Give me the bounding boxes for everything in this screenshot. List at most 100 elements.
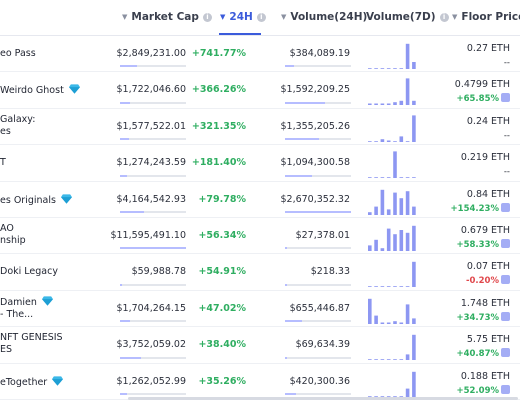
volume-share-fill — [285, 283, 287, 286]
floor-price-value: 0.84 ETH — [466, 188, 510, 200]
volume-7d-sparkbars — [368, 225, 416, 251]
trend-chart-icon[interactable] — [501, 275, 510, 285]
volume-share-fill — [285, 356, 287, 359]
trend-chart-icon[interactable] — [501, 311, 510, 321]
volume-7d-bar — [386, 208, 391, 215]
market-cap-value: $1,722,046.60 — [116, 84, 186, 96]
market-cap-share-bar — [120, 210, 186, 213]
floor-price-change: -- — [467, 129, 510, 143]
floor-price-change-text: +34.73% — [456, 312, 499, 323]
floor-price-cell: 5.75 ETH +40.87% — [456, 333, 510, 361]
collection-name[interactable]: es Originals — [0, 193, 72, 207]
market-cap-share-bar — [120, 356, 186, 359]
trend-chart-icon[interactable] — [501, 238, 510, 248]
volume-share-bar — [285, 356, 351, 359]
trend-chart-icon[interactable] — [501, 384, 510, 394]
volume-7d-bar — [386, 359, 391, 361]
volume-share-fill — [285, 247, 287, 250]
volume-24h-value: $218.33 — [310, 266, 350, 278]
volume-share-bar — [285, 247, 351, 250]
table-row[interactable]: Galaxy: es $1,577,522.01 +321.35% $1,355,205… — [0, 109, 520, 146]
table-row[interactable]: eo Pass $2,849,231.00 +741.77% $384,089.19 0… — [0, 36, 520, 73]
trend-chart-icon[interactable] — [501, 348, 510, 358]
sort-floor-price[interactable]: ▼ Floor Price — [452, 11, 520, 23]
collection-name[interactable]: T — [0, 157, 6, 169]
change-24h-value: +79.78% — [198, 193, 246, 205]
market-cap-share-fill — [120, 356, 142, 359]
collection-name[interactable]: AO nship — [0, 223, 26, 247]
sort-volume-24h[interactable]: ▼ Volume(24H) — [281, 11, 367, 23]
collections-table: eo Pass $2,849,231.00 +741.77% $384,089.19 0… — [0, 36, 520, 400]
floor-price-cell: 0.219 ETH -- — [461, 151, 510, 179]
change-24h-value: +321.35% — [191, 120, 246, 132]
table-row[interactable]: Weirdo Ghost $1,722,046.60 +366.26% $1,592,… — [0, 72, 520, 109]
table-row[interactable]: Damien - The... $1,704,264.15 +47.02% $655,4… — [0, 291, 520, 328]
market-cap-value: $4,164,542.93 — [116, 193, 186, 205]
volume-share-bar — [285, 392, 351, 395]
volume-share-fill — [285, 210, 351, 213]
volume-7d-bar — [374, 103, 378, 106]
volume-7d-bar — [380, 322, 385, 324]
volume-7d-bar — [399, 322, 404, 324]
collection-name-line: nship — [0, 234, 26, 246]
volume-7d-bar — [386, 140, 391, 142]
floor-price-value: 0.27 ETH — [466, 43, 510, 54]
info-icon[interactable]: i — [256, 12, 266, 22]
volume-7d-bar — [380, 286, 385, 288]
market-cap-share-fill — [120, 210, 144, 213]
collection-name[interactable]: eo Pass — [0, 48, 36, 60]
market-cap-share-fill — [120, 138, 130, 141]
sort-market-cap[interactable]: ▼ Market Cap i — [122, 11, 212, 23]
volume-7d-bar — [368, 140, 372, 142]
table-row[interactable]: es Originals $4,164,542.93 +79.78% $2,670,3… — [0, 182, 520, 218]
table-row[interactable]: NFT GENESIS ES $3,752,059.02 +38.40% $69,634… — [0, 327, 520, 364]
volume-7d-bar — [412, 318, 416, 324]
volume-share-fill — [285, 392, 296, 395]
collection-name[interactable]: NFT GENESIS ES — [0, 332, 63, 356]
volume-7d-bar — [380, 177, 385, 179]
collection-name-line: Damien — [0, 296, 53, 309]
collection-name[interactable]: Doki Legacy — [0, 266, 58, 278]
volume-7d-sparkbars — [368, 189, 416, 215]
table-row[interactable]: AO nship $11,595,491.10 +56.34% $27,378.01 0.… — [0, 218, 520, 255]
volume-share-fill — [285, 174, 313, 177]
volume-7d-bar — [374, 239, 378, 251]
volume-7d-sparkbars — [368, 78, 416, 106]
collection-name-line: Weirdo Ghost — [0, 84, 80, 97]
sort-volume-7d[interactable]: Volume(7D) i — [366, 11, 449, 23]
collection-name[interactable]: Galaxy: es — [0, 114, 35, 138]
change-24h-value: +56.34% — [198, 229, 246, 241]
market-cap-share-bar — [120, 174, 186, 177]
floor-price-cell: 1.748 ETH +34.73% — [456, 297, 510, 325]
volume-share-bar — [285, 210, 351, 213]
verified-diamond-icon — [52, 375, 64, 386]
volume-24h-value: $2,670,352.32 — [280, 193, 350, 205]
info-icon[interactable]: i — [202, 12, 212, 22]
volume-24h-value: $1,094,300.58 — [280, 157, 350, 169]
change-24h-value: +35.26% — [198, 375, 246, 387]
table-row[interactable]: Doki Legacy $59,988.78 +54.91% $218.33 0.07 … — [0, 254, 520, 291]
collection-name-line: NFT GENESIS — [0, 332, 63, 344]
market-cap-share-fill — [120, 283, 122, 286]
collection-name[interactable]: Damien - The... — [0, 296, 53, 321]
floor-price-change: +52.09% — [456, 384, 510, 398]
collection-name-line: es Originals — [0, 193, 72, 207]
volume-7d-bar — [412, 206, 416, 215]
collection-name[interactable]: eTogether — [0, 375, 64, 389]
table-row[interactable]: T $1,274,243.59 +181.40% $1,094,300.58 0.219… — [0, 145, 520, 182]
market-cap-share-fill — [120, 174, 128, 177]
horizontal-scrollbar[interactable] — [128, 397, 518, 400]
collection-name[interactable]: Weirdo Ghost — [0, 84, 80, 97]
table-row[interactable]: eTogether $1,262,052.99 +35.26% $420,300.36… — [0, 364, 520, 400]
volume-share-bar — [285, 283, 351, 286]
market-cap-share-bar — [120, 247, 186, 250]
sort-24h[interactable]: ▼ 24H i — [220, 11, 266, 23]
info-icon[interactable]: i — [439, 12, 449, 22]
market-cap-share-bar — [120, 283, 186, 286]
trend-chart-icon[interactable] — [501, 93, 510, 103]
trend-chart-icon[interactable] — [501, 202, 510, 212]
header-volume-24h-label: Volume(24H) — [290, 11, 368, 23]
change-24h-value: +366.26% — [191, 84, 246, 96]
volume-7d-bar — [399, 101, 404, 106]
market-cap-share-fill — [120, 392, 128, 395]
